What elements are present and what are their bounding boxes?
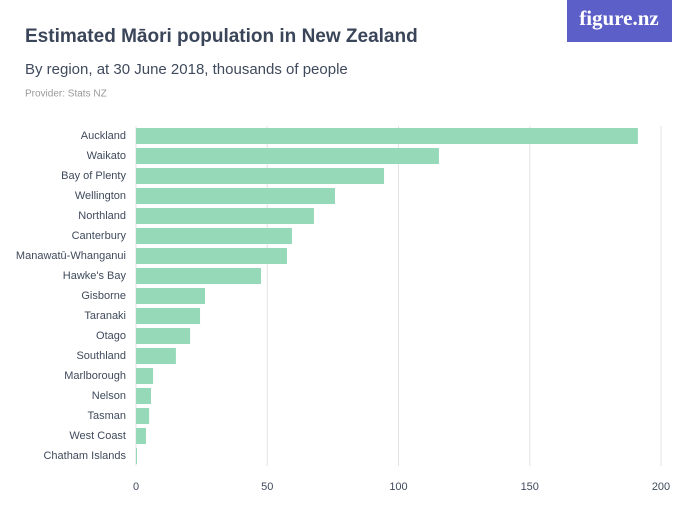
x-tick-label: 150 — [521, 481, 539, 493]
x-tick-label: 100 — [389, 481, 407, 493]
bar — [136, 268, 261, 284]
y-tick-label: Canterbury — [72, 230, 127, 242]
y-tick-label: Auckland — [81, 130, 126, 142]
bar — [136, 208, 314, 224]
y-tick-label: Hawke's Bay — [63, 270, 127, 282]
bar — [136, 388, 151, 404]
y-tick-label: Chatham Islands — [43, 450, 126, 462]
bar — [136, 188, 335, 204]
y-tick-label: Otago — [96, 330, 126, 342]
y-tick-label: Tasman — [87, 410, 126, 422]
bar — [136, 148, 439, 164]
bar — [136, 368, 154, 384]
x-tick-label: 50 — [261, 481, 273, 493]
logo-box — [567, 0, 672, 42]
bar — [136, 428, 146, 444]
x-tick-label: 200 — [652, 481, 670, 493]
y-tick-label: Southland — [76, 350, 126, 362]
y-tick-label: Marlborough — [64, 370, 126, 382]
y-tick-label: Northland — [78, 210, 126, 222]
bar — [136, 128, 638, 144]
bar — [136, 248, 287, 264]
bar — [136, 228, 292, 244]
y-tick-label: Taranaki — [84, 310, 126, 322]
bar — [136, 448, 138, 464]
bar — [136, 168, 385, 184]
bar — [136, 288, 206, 304]
bar — [136, 348, 176, 364]
y-tick-label: Nelson — [92, 390, 126, 402]
chart-subtitle: By region, at 30 June 2018, thousands of… — [25, 61, 348, 78]
y-tick-label: Wellington — [75, 190, 126, 202]
y-tick-label: Manawatū-Whanganui — [16, 250, 126, 262]
y-tick-label: Waikato — [87, 150, 126, 162]
y-tick-label: West Coast — [69, 430, 126, 442]
bar — [136, 328, 191, 344]
bar — [136, 308, 201, 324]
y-tick-label: Bay of Plenty — [61, 170, 126, 182]
logo: figure.nz — [579, 6, 659, 30]
provider: Provider: Stats NZ — [25, 89, 107, 100]
chart-title: Estimated Māori population in New Zealan… — [25, 26, 418, 47]
y-tick-label: Gisborne — [81, 290, 126, 302]
bar — [136, 408, 150, 424]
x-tick-label: 0 — [133, 481, 139, 493]
